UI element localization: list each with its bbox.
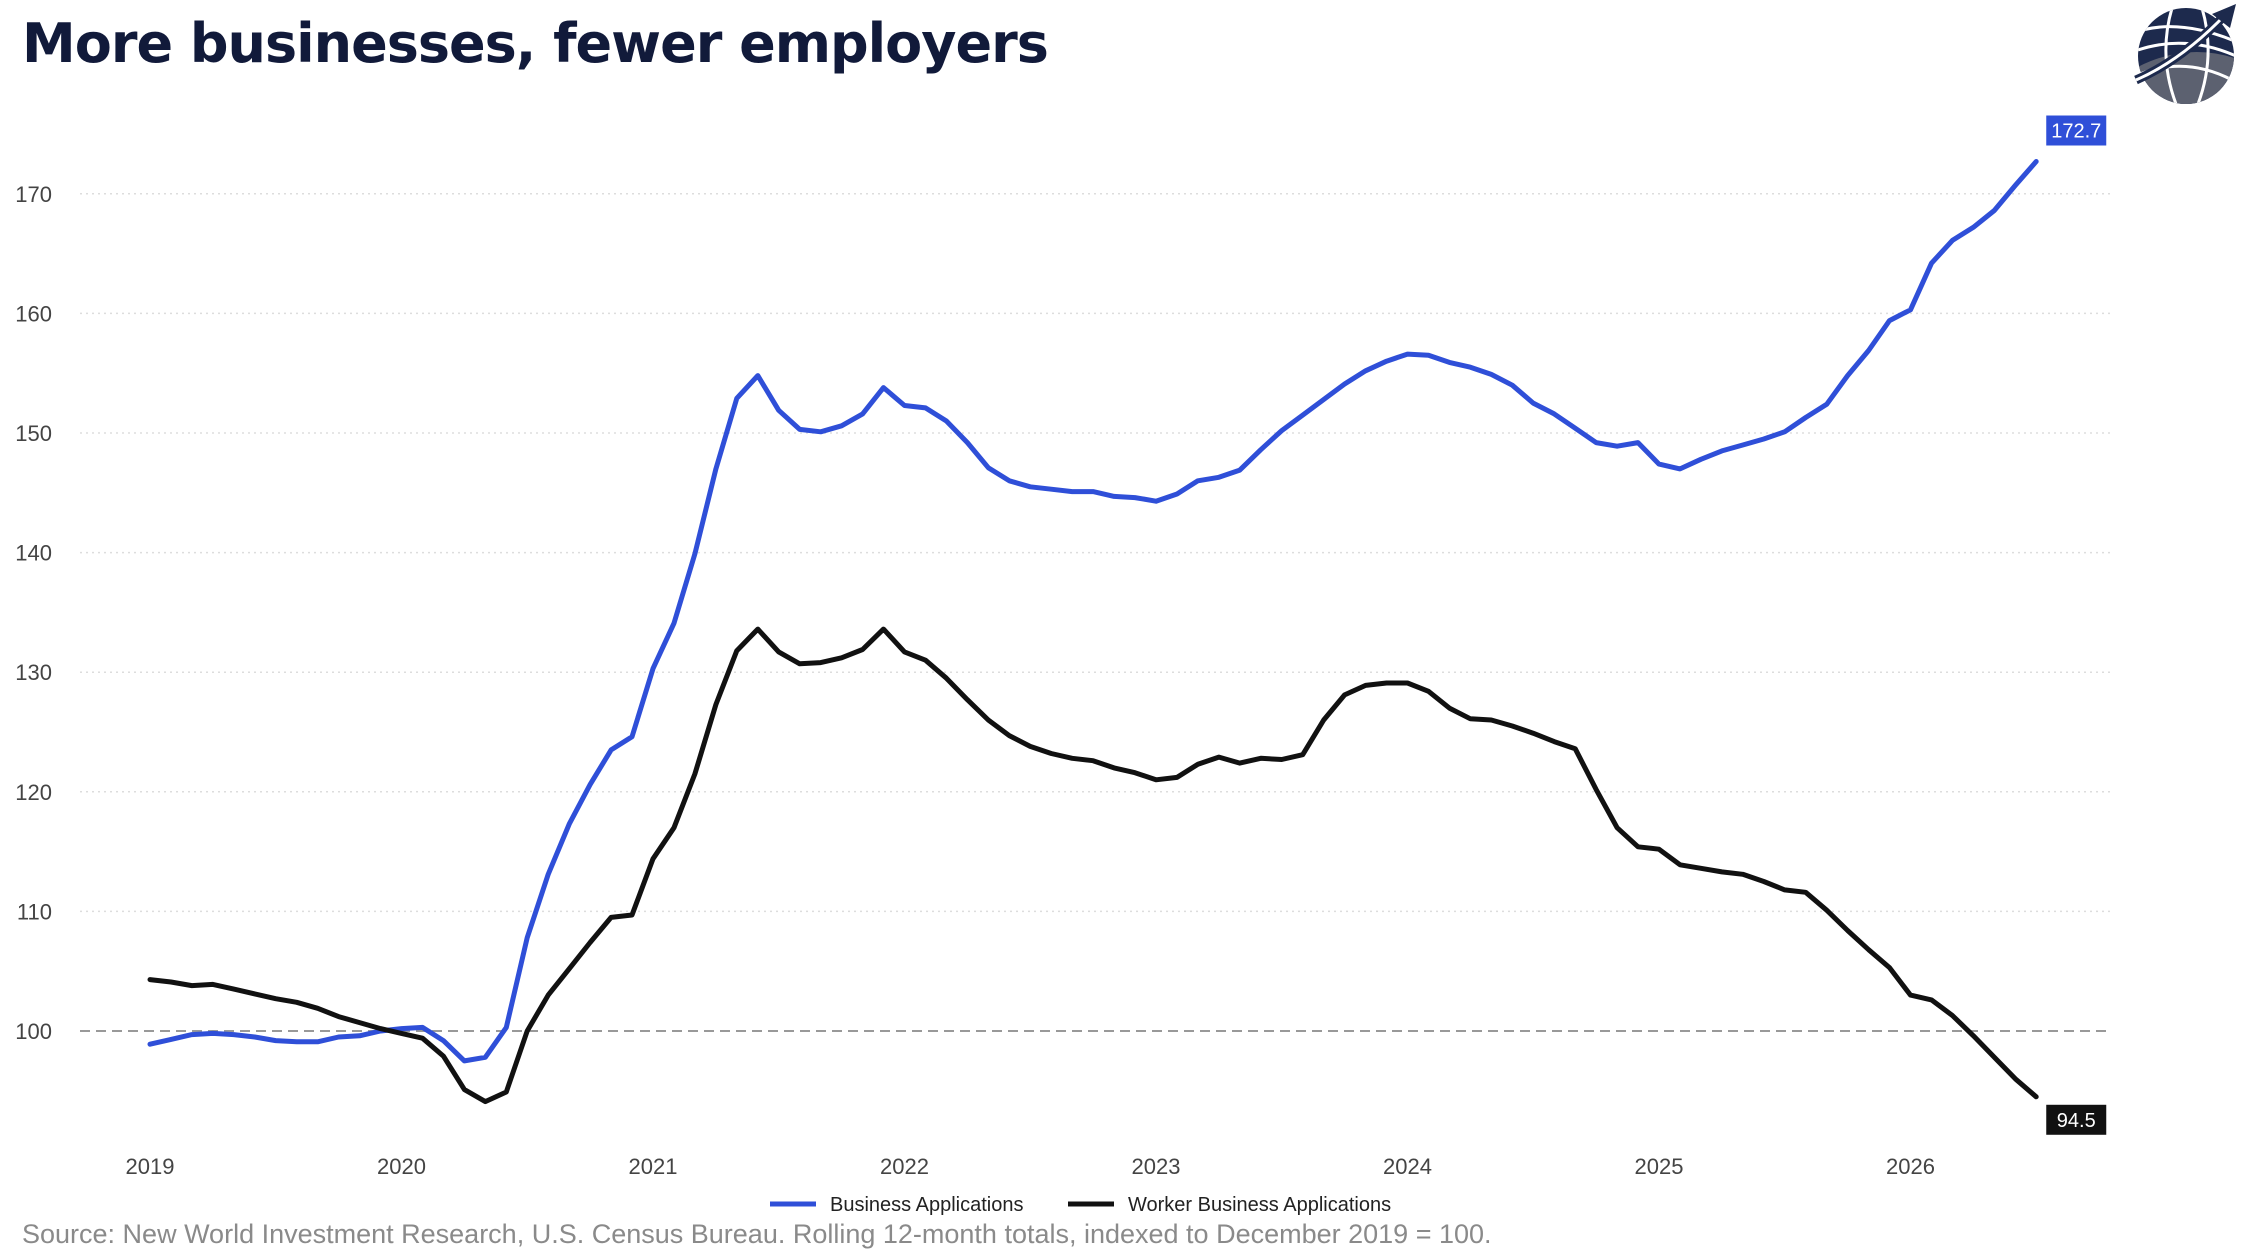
y-tick-label: 130 [15,660,52,685]
end-labels: 172.7 94.5 [2046,115,2107,1135]
x-tick-label: 2022 [880,1154,929,1179]
chart-title: More businesses, fewer employers [22,12,1049,75]
x-axis-ticks: 2019 2020 2021 2022 2023 2024 2025 2026 [126,1154,1935,1179]
end-label-value: 172.7 [2051,121,2101,143]
x-tick-label: 2020 [377,1154,426,1179]
x-tick-label: 2019 [126,1154,175,1179]
y-tick-label: 170 [15,182,52,207]
y-tick-label: 120 [15,780,52,805]
y-tick-label: 150 [15,421,52,446]
x-tick-label: 2026 [1886,1154,1935,1179]
y-tick-label: 160 [15,301,52,326]
legend-label: Worker Business Applications [1128,1194,1391,1216]
x-tick-label: 2025 [1635,1154,1684,1179]
x-tick-label: 2021 [629,1154,678,1179]
globe-arrow-logo-icon [2134,4,2236,104]
series-lines [147,159,2039,1105]
worker-end-label: 94.5 [2046,1104,2107,1135]
y-tick-label: 100 [15,1019,52,1044]
grid-lines [80,193,2110,913]
source-note: Source: New World Investment Research, U… [22,1219,1492,1249]
business-applications-line [147,159,2039,1064]
y-axis-ticks: 100 110 120 130 140 150 160 170 [15,182,52,1044]
legend-label: Business Applications [830,1194,1023,1216]
legend: Business Applications Worker Business App… [770,1194,1391,1216]
legend-item: Worker Business Applications [1068,1194,1391,1216]
business-end-label: 172.7 [2046,115,2107,146]
x-tick-label: 2024 [1383,1154,1432,1179]
end-label-box [2046,1104,2107,1135]
y-tick-label: 140 [15,541,52,566]
x-tick-label: 2023 [1132,1154,1181,1179]
y-tick-label: 110 [17,899,52,924]
legend-item: Business Applications [770,1194,1023,1216]
end-label-value: 94.5 [2057,1110,2096,1132]
worker-business-applications-line [147,626,2039,1105]
end-label-box [2046,115,2107,146]
